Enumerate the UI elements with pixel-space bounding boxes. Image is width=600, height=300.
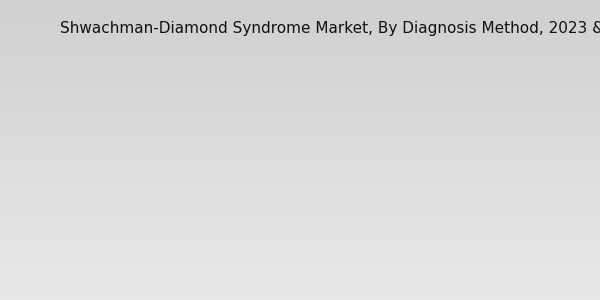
Bar	[217, 182, 254, 234]
Bar	[84, 202, 121, 234]
Text: 3.64: 3.64	[79, 190, 106, 200]
Y-axis label: Market Size in USD Million: Market Size in USD Million	[47, 92, 57, 238]
Bar	[388, 157, 425, 234]
Bar	[350, 167, 388, 234]
Bar	[521, 118, 558, 234]
Bar	[484, 143, 521, 234]
Bar	[254, 174, 292, 234]
Legend: 2023, 2032: 2023, 2032	[284, 30, 410, 52]
Bar	[121, 194, 158, 234]
Text: Shwachman-Diamond Syndrome Market, By Diagnosis Method, 2023 & 2032: Shwachman-Diamond Syndrome Market, By Di…	[60, 21, 600, 36]
